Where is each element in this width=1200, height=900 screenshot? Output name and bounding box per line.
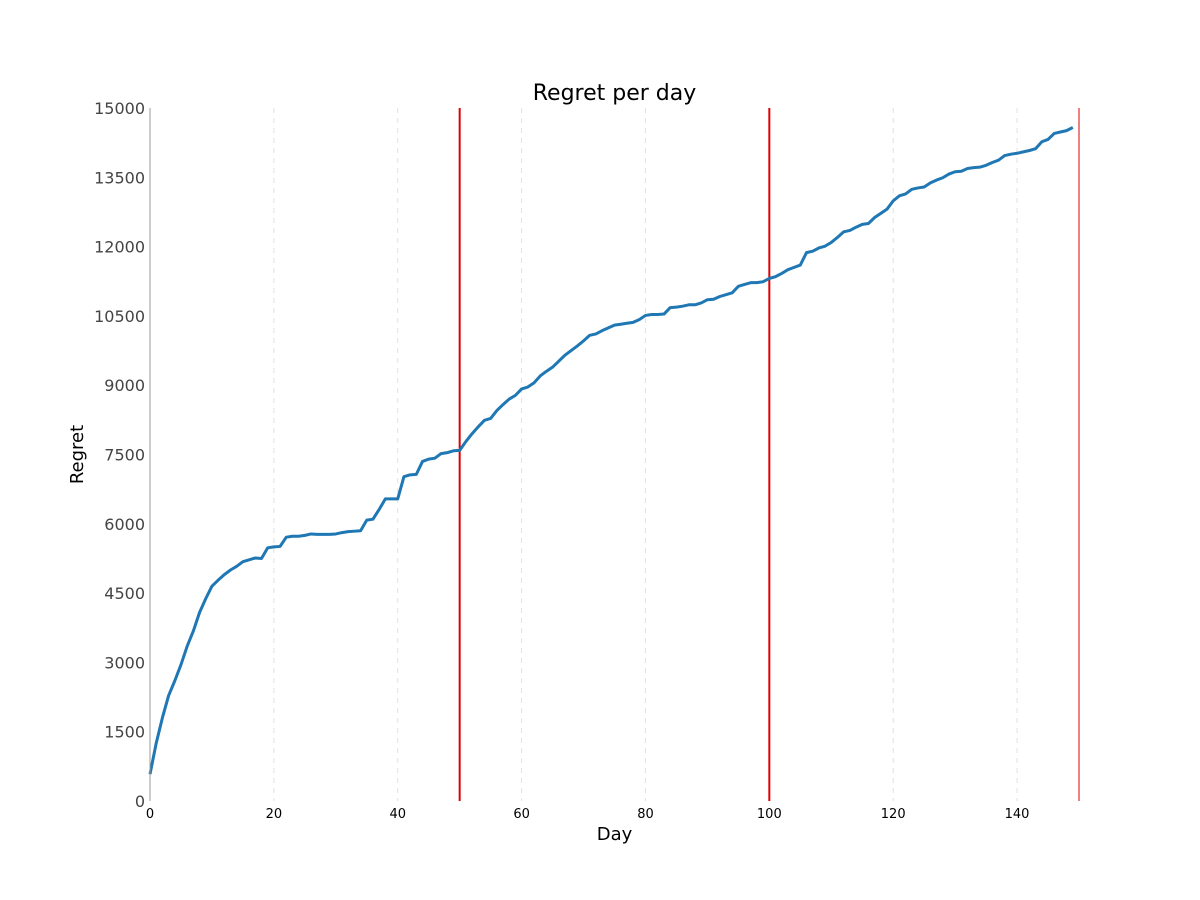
x-tick-label: 120 bbox=[881, 807, 906, 822]
y-tick-label: 1500 bbox=[104, 723, 145, 742]
vertical-markers bbox=[458, 108, 1080, 801]
x-tick-label: 40 bbox=[389, 807, 406, 822]
y-tick-label: 9000 bbox=[104, 376, 145, 395]
x-tick-label: 0 bbox=[146, 807, 154, 822]
regret-series-line bbox=[148, 126, 1074, 775]
chart-title: Regret per day bbox=[533, 81, 697, 106]
y-tick-label: 10500 bbox=[94, 307, 145, 326]
y-tick-label: 0 bbox=[135, 792, 145, 811]
x-tick-label: 80 bbox=[637, 807, 654, 822]
y-tick-label: 4500 bbox=[104, 584, 145, 603]
x-axis-label: Day bbox=[597, 824, 633, 845]
x-tick-labels: 0 20 40 60 80 100 120 140 bbox=[146, 807, 1030, 822]
y-tick-labels: 0 1500 3000 4500 6000 7500 9000 10500 12000 13500… bbox=[94, 99, 145, 811]
x-tick-label: 20 bbox=[266, 807, 283, 822]
x-tick-label: 60 bbox=[513, 807, 530, 822]
y-axis-label: Regret bbox=[67, 425, 88, 484]
y-tick-label: 12000 bbox=[94, 238, 145, 257]
y-tick-label: 13500 bbox=[94, 168, 145, 187]
y-tick-label: 7500 bbox=[104, 446, 145, 465]
grid-lines bbox=[273, 108, 1018, 801]
x-tick-label: 100 bbox=[757, 807, 782, 822]
y-tick-label: 15000 bbox=[94, 99, 145, 118]
y-tick-label: 3000 bbox=[104, 653, 145, 672]
x-tick-label: 140 bbox=[1005, 807, 1030, 822]
y-tick-label: 6000 bbox=[104, 515, 145, 534]
